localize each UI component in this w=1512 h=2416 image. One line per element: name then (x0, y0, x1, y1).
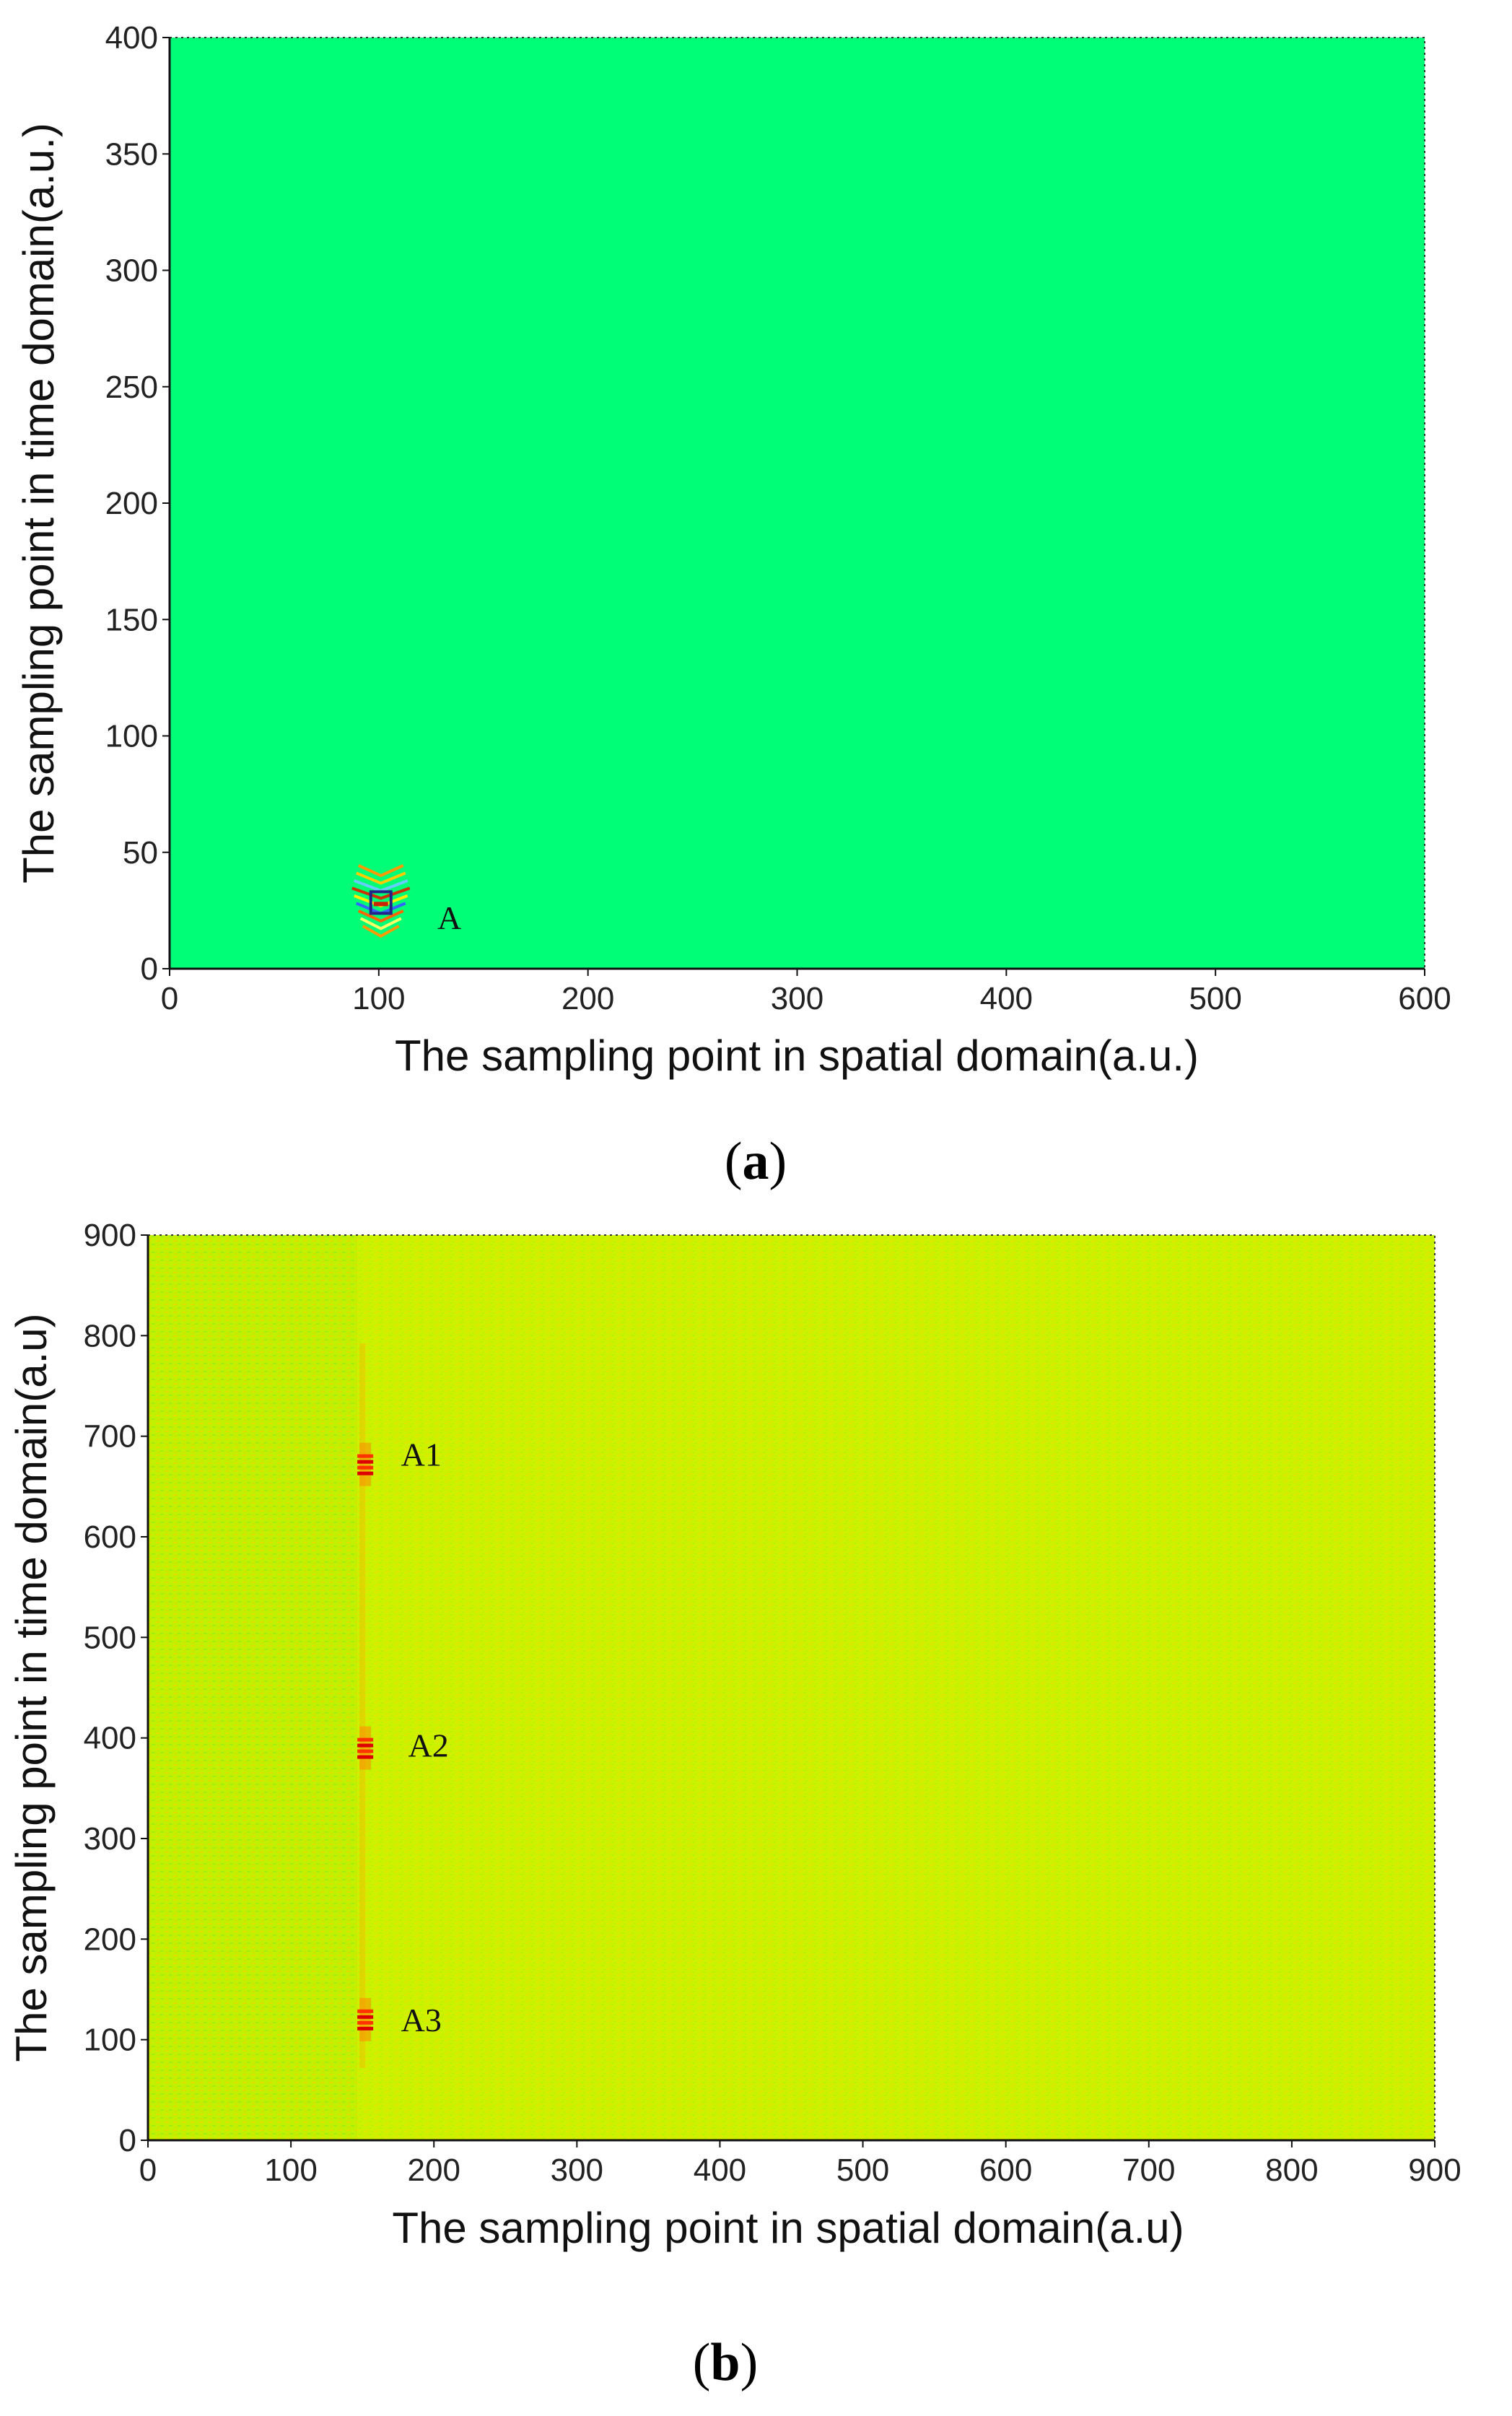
y-tick-label: 150 (105, 602, 158, 637)
x-axis-title-b: The sampling point in spatial domain(a.u… (392, 2204, 1184, 2252)
feature-pulse (357, 1749, 374, 1753)
y-tick-label: 900 (84, 1218, 136, 1253)
x-tick-label: 600 (1398, 981, 1451, 1016)
x-tick-label: 0 (161, 981, 178, 1016)
x-tick-label: 100 (352, 981, 405, 1016)
feature-wavefront (359, 917, 402, 930)
feature-pulse (357, 1755, 374, 1759)
feature-halo (359, 1726, 372, 1770)
x-tick-label: 900 (1408, 2153, 1461, 2188)
feature-pulse (357, 2009, 374, 2013)
feature-wavefront (362, 925, 400, 938)
ticks-a: 0 100 200 300 400 500 600 0 50 100 150 200 250 300 350… (105, 20, 1451, 1016)
feature-pulse (357, 1471, 374, 1475)
y-tick-label: 500 (84, 1620, 136, 1655)
feature-halo (359, 1997, 372, 2041)
y-tick-label: 50 (123, 835, 158, 871)
feature-core (369, 890, 393, 915)
x-tick-label: 0 (139, 2153, 157, 2188)
y-tick-label: 250 (105, 370, 158, 405)
feature-halo (359, 1442, 372, 1486)
annotation-b-a2: A2 (408, 1727, 449, 1763)
feature-pulse (357, 1454, 374, 1458)
feature-A (351, 864, 411, 938)
x-tick-label: 800 (1265, 2153, 1318, 2188)
y-tick-label: 0 (141, 951, 158, 987)
feature-core-bar (373, 902, 388, 907)
heatmap-b-field (148, 1235, 1435, 2140)
panel-a: 0 100 200 300 400 500 600 0 50 100 150 200 250 300 350… (14, 20, 1451, 1191)
x-tick-label: 300 (771, 981, 823, 1016)
feature-pulse (357, 1460, 374, 1464)
panel-label-a: (a) (725, 1132, 787, 1191)
y-tick-label: 300 (105, 253, 158, 289)
x-tick-label: 200 (408, 2153, 460, 2188)
y-tick-label: 200 (105, 486, 158, 521)
heatmap-a-field (170, 38, 1425, 969)
annotation-b-a1: A1 (401, 1436, 442, 1473)
feature-pulse (357, 2020, 374, 2025)
x-tick-label: 500 (836, 2153, 889, 2188)
annotation-a-label: A (437, 899, 461, 936)
x-tick-label: 400 (980, 981, 1033, 1016)
y-axis-title-a: The sampling point in time domain(a.u.) (14, 123, 63, 884)
y-tick-label: 800 (84, 1318, 136, 1353)
x-tick-label: 100 (264, 2153, 317, 2188)
panel-b: 0 100 200 300 400 500 600 700 800 900 0 100 200 300 40… (7, 1218, 1461, 2392)
y-tick-label: 400 (105, 20, 158, 56)
y-tick-label: 400 (84, 1721, 136, 1756)
y-tick-label: 0 (119, 2123, 136, 2158)
feature-pulse (357, 1737, 374, 1742)
feature-pulse (357, 1465, 374, 1470)
y-tick-label: 700 (84, 1419, 136, 1455)
feature-pulse (357, 2015, 374, 2019)
y-tick-label: 300 (84, 1821, 136, 1857)
y-tick-label: 100 (84, 2023, 136, 2058)
feature-pulse (357, 2026, 374, 2031)
feature-A2 (357, 1726, 374, 1770)
feature-wavefront (357, 864, 404, 878)
heatmap-b-left-band (148, 1235, 357, 2140)
x-tick-label: 200 (561, 981, 614, 1016)
feature-pulse (357, 1743, 374, 1748)
feature-A1 (357, 1442, 374, 1486)
x-tick-label: 300 (551, 2153, 603, 2188)
y-tick-label: 350 (105, 136, 158, 172)
y-tick-label: 600 (84, 1519, 136, 1555)
feature-A3 (357, 1997, 374, 2041)
y-axis-title-b: The sampling point in time domain(a.u) (7, 1313, 56, 2062)
feature-wavefront (355, 871, 406, 885)
x-tick-label: 600 (979, 2153, 1032, 2188)
annotation-b-a3: A3 (401, 2002, 442, 2038)
x-tick-label: 400 (694, 2153, 746, 2188)
panel-label-b: (b) (693, 2333, 758, 2392)
vertical-streak (359, 1343, 366, 2068)
features-a (351, 864, 411, 938)
features-b (357, 1343, 374, 2068)
y-tick-label: 200 (84, 1922, 136, 1957)
feature-wavefront (357, 910, 404, 923)
y-tick-label: 100 (105, 719, 158, 754)
x-tick-label: 700 (1122, 2153, 1175, 2188)
feature-wavefront (351, 886, 411, 900)
ticks-b: 0 100 200 300 400 500 600 700 800 900 0 100 200 300 40… (84, 1218, 1461, 2188)
x-axis-title-a: The sampling point in spatial domain(a.u… (395, 1032, 1199, 1080)
x-tick-label: 500 (1189, 981, 1241, 1016)
